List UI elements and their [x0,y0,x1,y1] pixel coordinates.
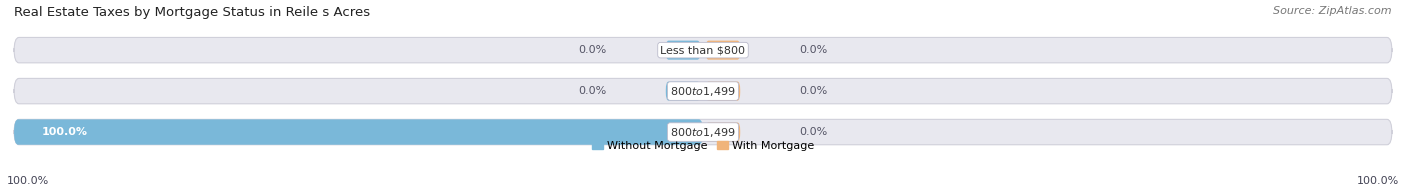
Legend: Without Mortgage, With Mortgage: Without Mortgage, With Mortgage [588,136,818,155]
Text: 0.0%: 0.0% [800,45,828,55]
FancyBboxPatch shape [706,82,740,101]
FancyBboxPatch shape [666,41,700,60]
Text: $800 to $1,499: $800 to $1,499 [671,85,735,98]
Text: Less than $800: Less than $800 [661,45,745,55]
Text: 0.0%: 0.0% [578,86,606,96]
Text: $800 to $1,499: $800 to $1,499 [671,126,735,139]
Text: 0.0%: 0.0% [800,127,828,137]
FancyBboxPatch shape [14,78,1392,104]
FancyBboxPatch shape [14,119,703,145]
FancyBboxPatch shape [706,41,740,60]
Text: 100.0%: 100.0% [7,176,49,186]
FancyBboxPatch shape [666,122,700,142]
Text: 100.0%: 100.0% [42,127,87,137]
FancyBboxPatch shape [14,37,1392,63]
Text: Source: ZipAtlas.com: Source: ZipAtlas.com [1274,6,1392,16]
Text: Real Estate Taxes by Mortgage Status in Reile s Acres: Real Estate Taxes by Mortgage Status in … [14,6,370,19]
Text: 0.0%: 0.0% [578,45,606,55]
Text: 100.0%: 100.0% [1357,176,1399,186]
FancyBboxPatch shape [706,122,740,142]
FancyBboxPatch shape [666,82,700,101]
Text: 0.0%: 0.0% [800,86,828,96]
FancyBboxPatch shape [14,119,1392,145]
